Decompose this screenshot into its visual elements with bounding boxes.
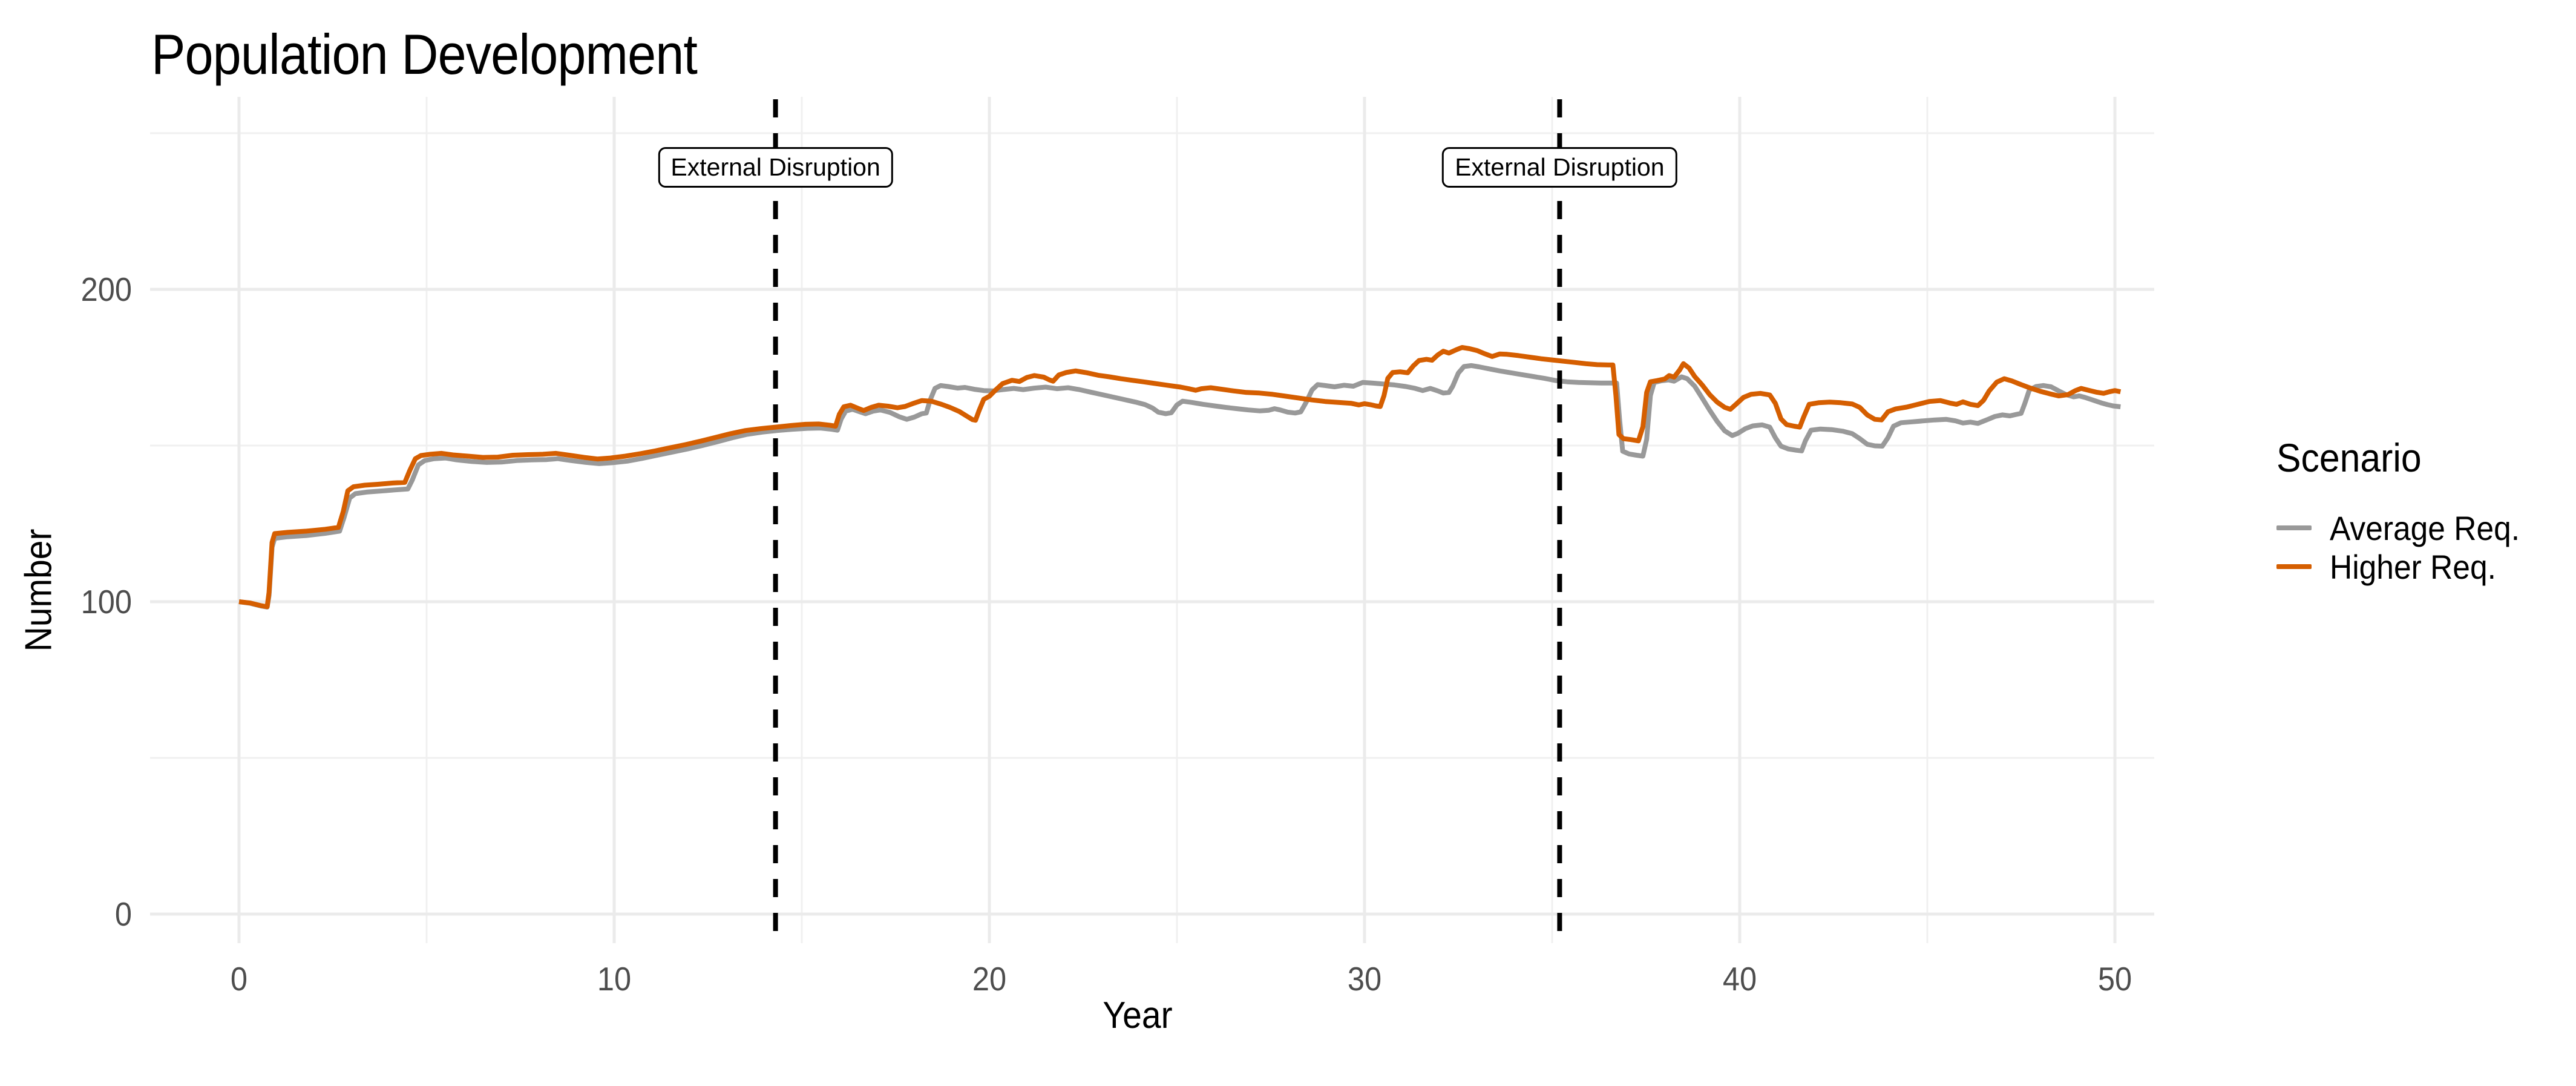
- y-tick-label-0: 0: [114, 895, 132, 933]
- x-tick-label-0: 0: [230, 960, 248, 998]
- legend-title: Scenario: [2276, 435, 2422, 480]
- y-tick-label-200: 200: [80, 271, 132, 308]
- legend-item-average-req: Average Req.: [2276, 508, 2536, 547]
- series-line-higher-req-: [238, 345, 2122, 610]
- annotation-external-disruption-2: External Disruption: [1442, 147, 1677, 188]
- x-axis-title: Year: [1103, 995, 1173, 1036]
- legend-line-swatch-orange: [2276, 564, 2312, 569]
- x-tick-label-10: 10: [597, 960, 632, 998]
- legend-line-swatch-gray: [2276, 525, 2312, 530]
- legend-label: Higher Req.: [2330, 547, 2496, 586]
- legend-item-higher-req: Higher Req.: [2276, 547, 2536, 586]
- chart-title: Population Development: [151, 22, 698, 86]
- legend: Scenario Average Req. Higher Req.: [2276, 435, 2536, 586]
- annotation-label: External Disruption: [670, 153, 880, 181]
- annotation-external-disruption-1: External Disruption: [658, 147, 893, 188]
- x-tick-label-50: 50: [2097, 960, 2132, 998]
- y-axis-title: Number: [18, 528, 60, 652]
- x-tick-label-40: 40: [1722, 960, 1757, 998]
- series-line-average-req-: [238, 363, 2121, 610]
- x-tick-label-30: 30: [1347, 960, 1382, 998]
- annotation-label: External Disruption: [1455, 153, 1665, 181]
- x-tick-label-20: 20: [972, 960, 1007, 998]
- y-tick-label-100: 100: [80, 583, 132, 620]
- legend-label: Average Req.: [2330, 508, 2520, 547]
